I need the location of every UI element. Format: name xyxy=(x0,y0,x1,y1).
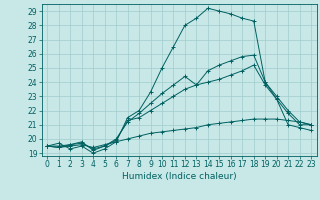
X-axis label: Humidex (Indice chaleur): Humidex (Indice chaleur) xyxy=(122,172,236,181)
